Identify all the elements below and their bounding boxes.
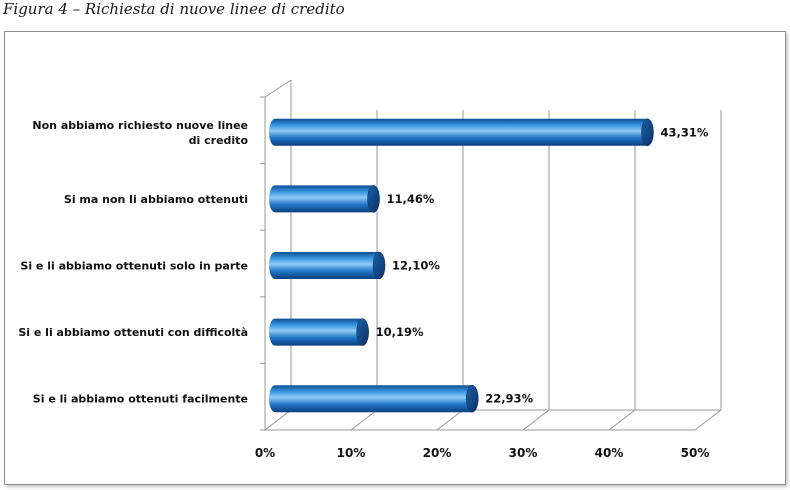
bar-cap-1 [367, 185, 380, 213]
wall-top-edge [264, 79, 292, 98]
bar-body-4 [269, 385, 479, 413]
floor-gridline-4 [608, 409, 636, 431]
bar-cap-4 [465, 384, 479, 413]
value-label-1: 11,46% [387, 192, 435, 206]
category-label-0-1: di credito [189, 134, 249, 147]
bar-4 [269, 384, 479, 413]
value-label-4: 22,93% [485, 392, 533, 406]
x-tick-label-5: 50% [681, 446, 710, 460]
value-label-2: 12,10% [392, 259, 440, 273]
value-label-3: 10,19% [376, 325, 424, 339]
value-label-0: 43,31% [660, 125, 708, 139]
bar-2 [269, 251, 386, 280]
x-tick-label-3: 30% [509, 446, 538, 460]
bar-3 [269, 318, 369, 346]
floor-gridline-5 [694, 409, 722, 431]
category-label-2-0: Si e li abbiamo ottenuti solo in parte [20, 260, 248, 273]
floor-gridline-2 [436, 409, 464, 431]
bar-body-3 [269, 318, 369, 346]
category-label-0-0: Non abbiamo richiesto nuove linee [32, 119, 248, 132]
category-label-1-0: Si ma non li abbiamo ottenuti [64, 193, 248, 206]
bars-layer [269, 118, 654, 413]
bar-body-0 [269, 118, 654, 146]
category-label-3-0: Si e li abbiamo ottenuti con difficoltà [18, 326, 248, 339]
bar-0 [269, 118, 654, 147]
x-tick-label-1: 10% [337, 446, 366, 460]
category-label-4-0: Si e li abbiamo ottenuti facilmente [33, 393, 248, 406]
bar-body-1 [269, 185, 380, 213]
x-tick-label-4: 40% [595, 446, 624, 460]
bar-body-2 [269, 252, 386, 279]
bar-cap-2 [372, 251, 386, 280]
x-tick-label-2: 20% [423, 446, 452, 460]
labels-layer: 43,31% Non abbiamo richiesto nuove linee d… [18, 119, 709, 460]
figure-caption: Figura 4 – Richiesta di nuove linee di c… [3, 0, 345, 18]
x-tick-label-0: 0% [255, 446, 275, 460]
bar-cap-3 [356, 318, 369, 346]
bar-cap-0 [641, 118, 654, 147]
bar-1 [269, 185, 380, 213]
floor-gridline-0 [264, 409, 292, 431]
floor-gridline-3 [522, 409, 550, 431]
floor-gridline-1 [350, 409, 378, 431]
